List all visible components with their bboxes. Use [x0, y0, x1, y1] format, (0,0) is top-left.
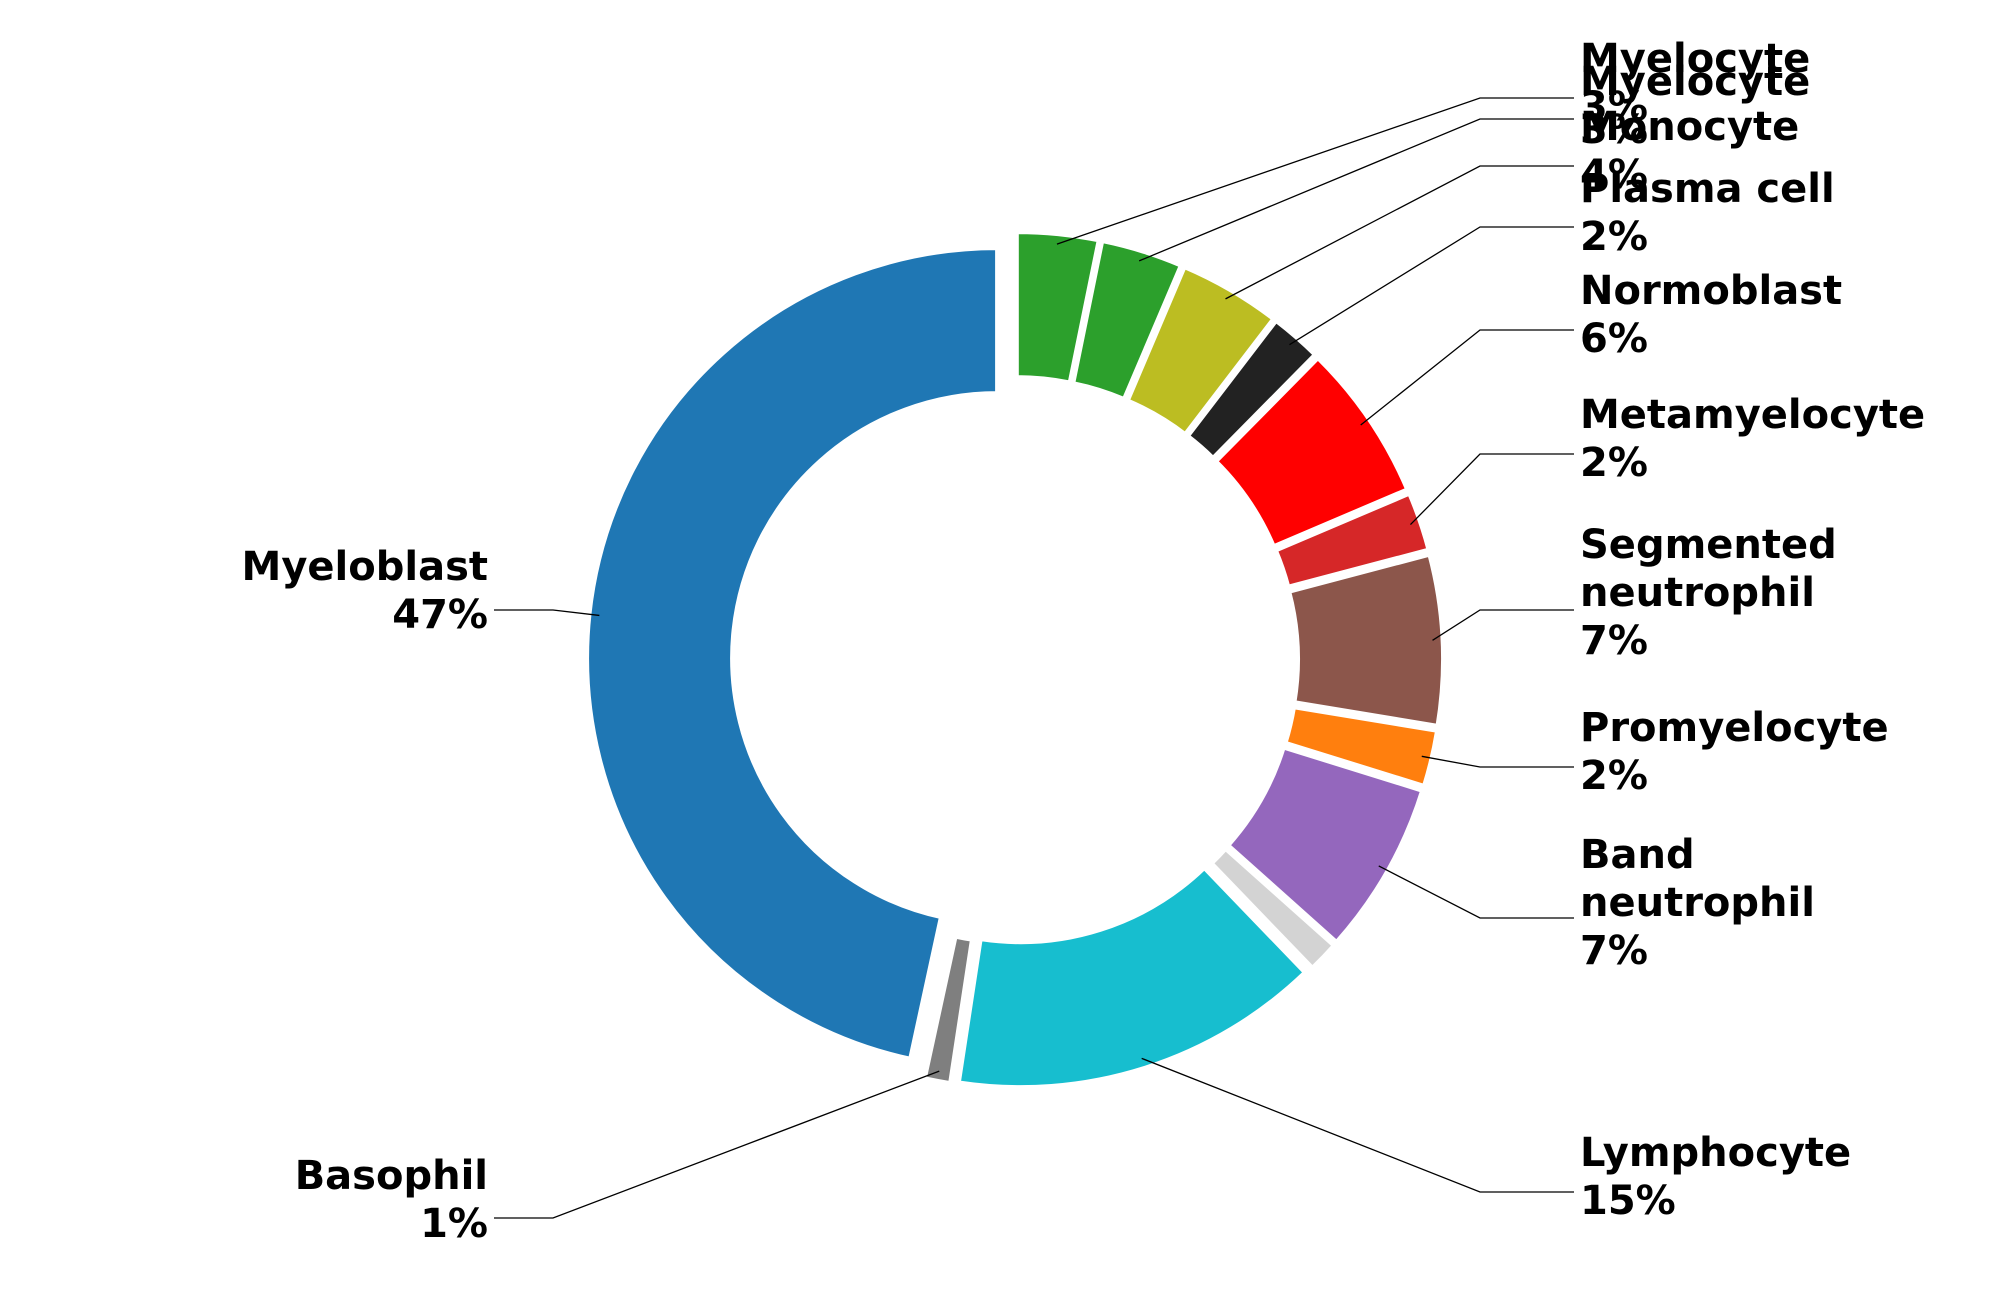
slice-label-lymphocyte-10: Lymphocyte 15% — [1580, 1130, 1851, 1224]
leader-line-band-neutrophil-8 — [1378, 865, 1574, 919]
slice-labels: Myelocyte 3%Myelocyte 3%Monocyte 4%Plasma c… — [242, 36, 1926, 1247]
slice-label-myeloblast-12: Myeloblast 47% — [242, 544, 488, 638]
slice-label-normoblast-4: Normoblast 6% — [1580, 268, 1842, 362]
slice-basophil-11 — [922, 934, 975, 1086]
slice-label-myelocyte-1: Myelocyte 3% — [1580, 59, 1810, 153]
leader-line-monocyte-2 — [1225, 165, 1574, 300]
leader-line-normoblast-4 — [1360, 329, 1574, 426]
slice-metamyelocyte-5 — [1273, 491, 1431, 590]
leader-lines — [494, 97, 1574, 1219]
slice-normoblast-4 — [1213, 355, 1410, 549]
slice-myelocyte-1 — [1070, 238, 1184, 402]
slice-lymphocyte-10 — [956, 865, 1308, 1090]
slice-segmented-neutrophil-6 — [1286, 552, 1445, 729]
slice-label-myelocyte-0: Myelocyte 3% — [1580, 36, 1810, 130]
slice-label-band-neutrophil-8: Band neutrophil 7% — [1580, 832, 1815, 974]
leader-line-myelocyte-1 — [1138, 118, 1574, 262]
slice-plasma-cell-3 — [1185, 318, 1318, 461]
leader-line-segmented-neutrophil-6 — [1432, 609, 1574, 641]
leader-line-metamyelocyte-5 — [1410, 453, 1574, 526]
donut-slices — [585, 230, 1445, 1090]
slice-label-metamyelocyte-5: Metamyelocyte 2% — [1580, 392, 1925, 486]
slice-label-plasma-cell-3: Plasma cell 2% — [1580, 166, 1835, 260]
slice-label-monocyte-2: Monocyte 4% — [1580, 104, 1799, 198]
leader-line-basophil-11 — [494, 1070, 940, 1219]
slice-monocyte-2 — [1125, 264, 1277, 437]
slice-myeloblast-12 — [585, 246, 1000, 1062]
leader-line-promyelocyte-7 — [1421, 755, 1574, 768]
leader-line-myeloblast-12 — [494, 609, 600, 617]
slice-band-neutrophil-8 — [1225, 745, 1425, 945]
leader-line-plasma-cell-3 — [1289, 226, 1574, 346]
slice-promyelocyte-7 — [1283, 704, 1440, 789]
slice-unlabeled-9 — [1208, 846, 1337, 971]
slice-label-promyelocyte-7: Promyelocyte 2% — [1580, 705, 1889, 799]
slice-label-segmented-neutrophil-6: Segmented neutrophil 7% — [1580, 522, 1837, 664]
leader-line-myelocyte-0 — [1056, 97, 1574, 245]
slice-myelocyte-0 — [1014, 230, 1102, 385]
leader-line-lymphocyte-10 — [1141, 1057, 1574, 1193]
slice-label-basophil-11: Basophil 1% — [295, 1153, 488, 1247]
